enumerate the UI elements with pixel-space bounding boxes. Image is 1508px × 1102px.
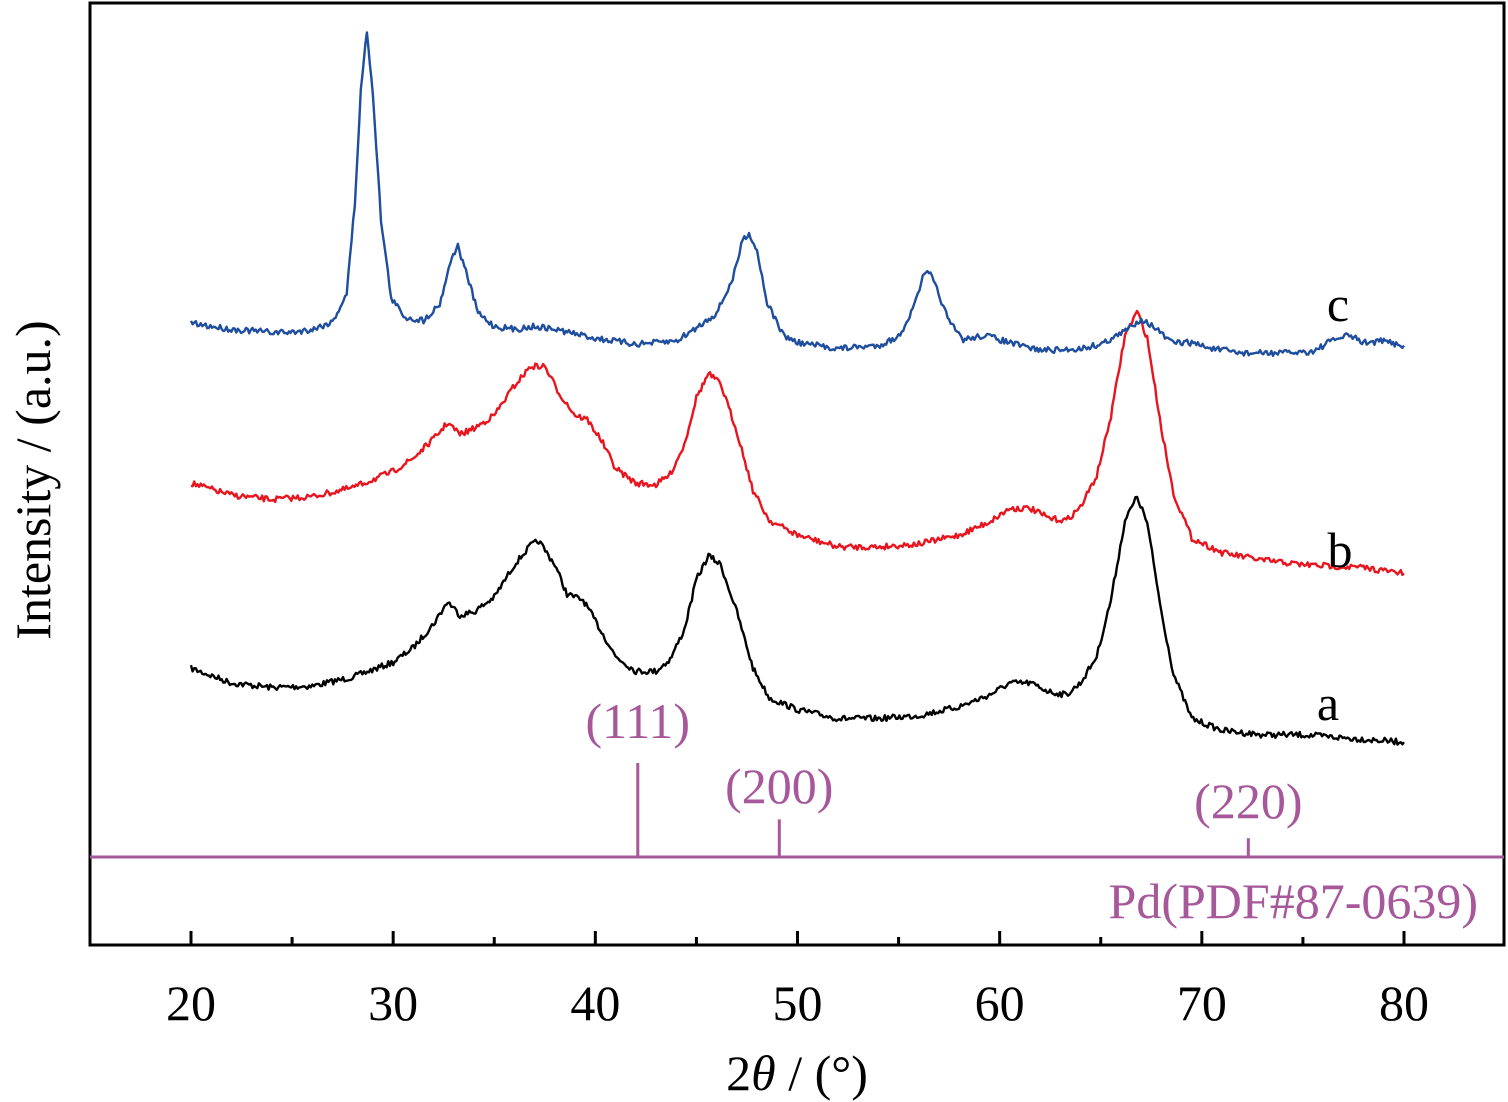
series-label-b: b — [1328, 522, 1353, 578]
x-axis-title: 2θ / (°) — [726, 1045, 868, 1101]
series-label-a: a — [1317, 675, 1339, 731]
series-line-a — [189, 495, 1405, 746]
x-tick-label: 30 — [368, 975, 418, 1031]
reference-peak-label: (111) — [585, 693, 690, 749]
series-lines — [189, 31, 1405, 746]
series-label-c: c — [1327, 276, 1349, 332]
x-tick-label: 20 — [166, 975, 216, 1031]
x-tick-label: 80 — [1379, 975, 1429, 1031]
x-tick-label: 50 — [773, 975, 823, 1031]
series-line-c — [189, 31, 1405, 358]
reference-peak-label: (200) — [725, 758, 833, 814]
reference-name: Pd(PDF#87-0639) — [1109, 873, 1478, 929]
series-line-b — [190, 309, 1405, 577]
x-axis-ticks: 20 30 40 50 60 70 80 — [166, 931, 1429, 1031]
series-labels: a b c — [1317, 276, 1353, 731]
x-tick-label: 40 — [570, 975, 620, 1031]
x-tick-label: 70 — [1177, 975, 1227, 1031]
reference-peak-label: (220) — [1194, 773, 1302, 829]
reference-pattern: (111) (200) (220) Pd(PDF#87-0639) — [90, 693, 1504, 929]
y-axis-title: Intensity / (a.u.) — [5, 320, 61, 639]
x-tick-label: 60 — [975, 975, 1025, 1031]
